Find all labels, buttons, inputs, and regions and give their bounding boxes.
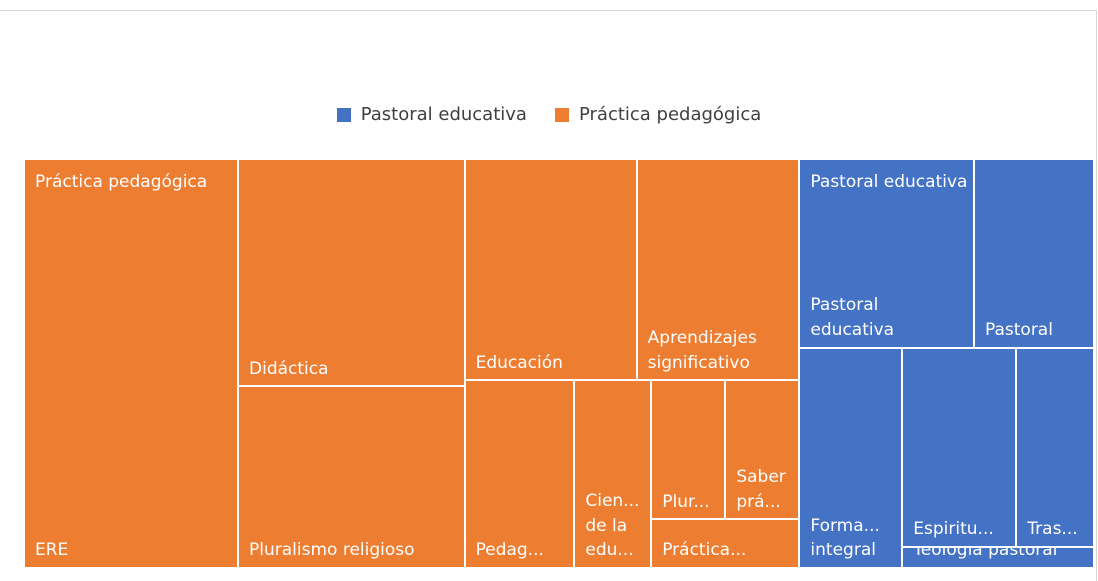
tile-label: Teología pastoral — [913, 546, 1058, 561]
tile-label: Pluralismo religioso — [249, 540, 415, 561]
treemap-tile: Tras... — [1016, 347, 1094, 547]
tile-label: Pedag... — [475, 540, 544, 561]
legend: Pastoral educativa Práctica pedagógica — [0, 104, 1098, 125]
treemap-tile: Aprendizajes significativo — [636, 159, 800, 381]
treemap-tile: Plur... — [651, 380, 726, 520]
treemap-tile: Espiritu... — [902, 347, 1017, 547]
tile-label: Saber prá... — [736, 467, 786, 512]
tile-label: Didáctica — [249, 358, 329, 379]
treemap-tile: Cien... de la edu... — [574, 380, 652, 568]
treemap-tile: Pastoral — [973, 159, 1094, 348]
group-label: Práctica pedagógica — [35, 172, 208, 192]
tile-label: Plur... — [662, 491, 710, 512]
treemap-tile: Didáctica — [238, 159, 465, 387]
tile-label: Educación — [475, 352, 563, 373]
treemap-tile: Práctica... — [651, 519, 800, 568]
tile-label: Pastoral educativa — [810, 295, 895, 341]
treemap-tile: Forma... integral — [799, 347, 903, 568]
legend-item: Práctica pedagógica — [554, 104, 762, 125]
treemap-tile: Práctica pedagógica ERE — [24, 159, 238, 568]
treemap-tile: Teología pastoral — [902, 546, 1094, 568]
tile-label: Aprendizajes significativo — [647, 328, 757, 373]
legend-item: Pastoral educativa — [336, 104, 527, 125]
legend-label: Práctica pedagógica — [578, 104, 762, 125]
tile-label: Pastoral — [984, 320, 1053, 341]
legend-swatch — [336, 107, 351, 122]
tile-label: Forma... integral — [810, 515, 880, 561]
tile-label: Práctica... — [662, 540, 747, 561]
tile-label: Cien... de la edu... — [585, 491, 640, 561]
chart-frame — [0, 10, 1097, 581]
legend-label: Pastoral educativa — [360, 104, 527, 125]
treemap-tile: Pedag... — [464, 380, 575, 568]
plot-area: Práctica pedagógica ERE Didáctica Pluralism… — [24, 159, 1094, 568]
tile-label: ERE — [35, 540, 69, 561]
treemap-tile: Pastoral educativa Pastoral educativa — [799, 159, 974, 348]
legend-swatch — [554, 107, 569, 122]
tile-label: Tras... — [1027, 518, 1078, 539]
treemap-tile: Educación — [464, 159, 637, 381]
treemap-tile: Saber prá... — [725, 380, 800, 520]
tile-label: Espiritu... — [913, 518, 994, 539]
group-label: Pastoral educativa — [810, 172, 968, 192]
treemap-tile: Pluralismo religioso — [238, 386, 465, 568]
